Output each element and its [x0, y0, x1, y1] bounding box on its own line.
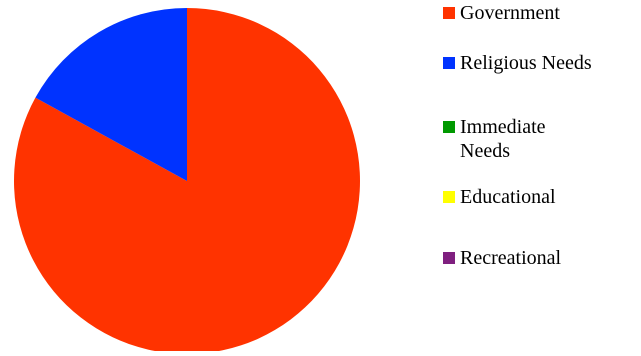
legend-label-government: Government — [460, 2, 560, 24]
pie-slice-religious-needs — [35, 8, 188, 181]
legend-label-line: Government — [460, 2, 560, 24]
legend-swatch-recreational — [443, 252, 455, 264]
legend-label-immediate-needs: Immediate Needs — [460, 116, 546, 162]
legend-swatch-immediate-needs — [443, 121, 455, 133]
legend: Government Religious Needs Immediate Needs E… — [443, 2, 592, 269]
legend-swatch-government — [443, 7, 455, 19]
legend-label-line: Immediate — [460, 116, 546, 138]
legend-label-line: Recreational — [460, 247, 561, 269]
legend-label-line: Needs — [460, 140, 510, 162]
legend-label-recreational: Recreational — [460, 247, 561, 269]
legend-label-line: Religious Needs — [460, 52, 592, 74]
legend-swatch-religious-needs — [443, 57, 455, 69]
legend-label-religious-needs: Religious Needs — [460, 52, 592, 74]
pie-slices — [14, 8, 360, 354]
pie-slice-government — [14, 8, 360, 354]
legend-swatch-educational — [443, 191, 455, 203]
legend-label-line: Educational — [460, 186, 556, 208]
legend-label-educational: Educational — [460, 186, 556, 208]
